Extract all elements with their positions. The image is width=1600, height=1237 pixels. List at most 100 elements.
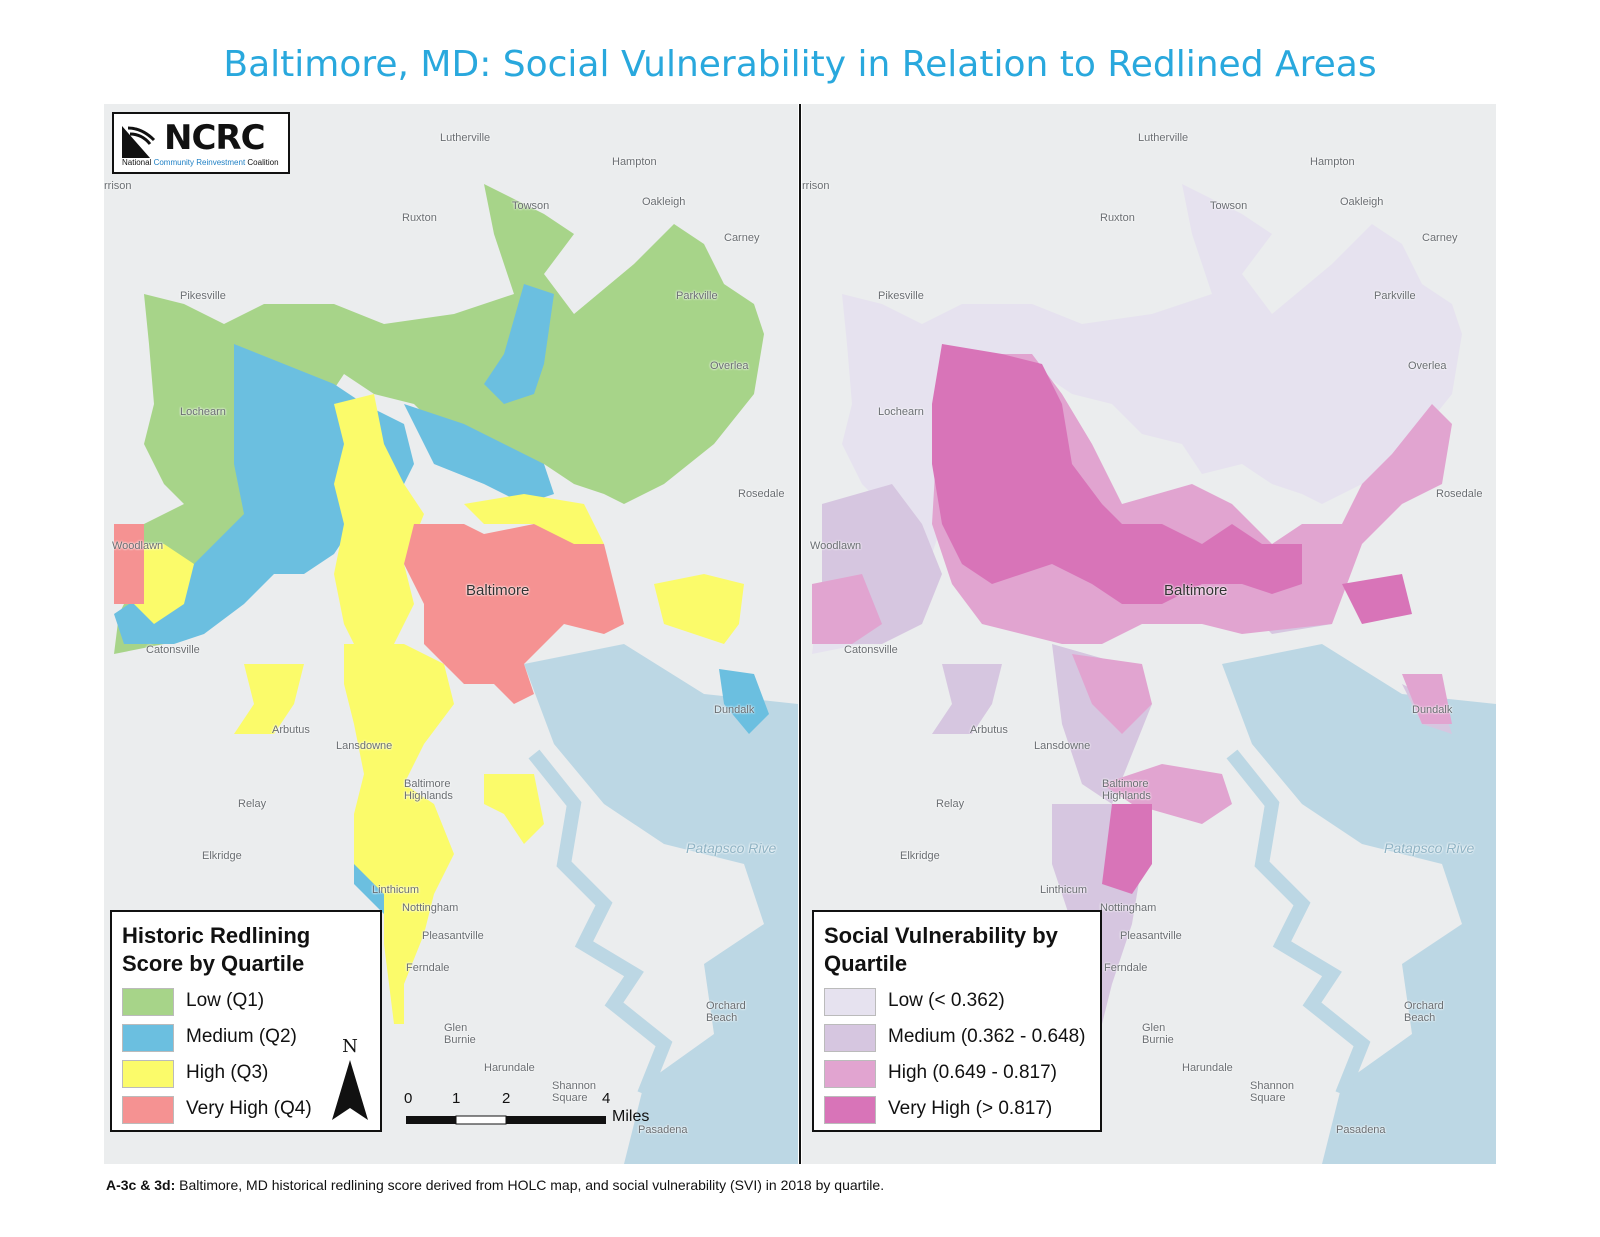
place-label: Shannon Square: [1250, 1080, 1295, 1104]
place-label: Pleasantville: [1120, 930, 1182, 942]
place-label: Baltimore Highlands: [404, 778, 453, 802]
place-label: Rosedale: [1436, 488, 1483, 500]
legend-swatch-medium: [824, 1024, 876, 1052]
caption-label: A-3c & 3d:: [106, 1177, 176, 1193]
figure-caption: A-3c & 3d: Baltimore, MD historical redl…: [106, 1177, 884, 1193]
region-high: [334, 394, 424, 664]
place-label: Dundalk: [1412, 704, 1453, 716]
scale-tick: 2: [502, 1090, 511, 1107]
legend-label: High (Q3): [186, 1062, 269, 1083]
scale-tick: 1: [452, 1090, 461, 1107]
place-label: Carney: [1422, 232, 1458, 244]
place-label: Patapsco Rive: [1384, 840, 1475, 856]
region-medium-5: [719, 669, 769, 734]
place-label: Harundale: [1182, 1062, 1233, 1074]
place-label: Oakleigh: [1340, 196, 1384, 208]
region-high-6: [654, 574, 744, 644]
place-label: Harundale: [484, 1062, 535, 1074]
place-label: Hampton: [612, 156, 657, 168]
logo-subtitle-pre: National: [122, 158, 154, 167]
place-label: Carney: [724, 232, 760, 244]
place-label: Towson: [1210, 200, 1248, 212]
region-high-2: [812, 574, 882, 644]
redlining-map[interactable]: NCRC National Community Reinvestment Coa…: [104, 104, 798, 1164]
place-label: Linthicum: [1040, 884, 1088, 896]
vulnerability-map-shapes: [812, 184, 1496, 1164]
place-label: Nottingham: [402, 902, 459, 914]
place-label: Parkville: [676, 290, 718, 302]
legend-title-line2: Score by Quartile: [122, 951, 305, 976]
region-high-7: [464, 494, 604, 544]
place-label: Towson: [512, 200, 550, 212]
map-divider: [799, 104, 801, 1164]
place-label: Lutherville: [1138, 132, 1189, 144]
place-label: Ferndale: [1104, 962, 1148, 974]
place-label: Pikesville: [180, 290, 226, 302]
north-arrow: N: [330, 1036, 370, 1126]
region-very-high-2: [114, 524, 144, 604]
place-label: Lochearn: [878, 406, 924, 418]
water-river: [528, 749, 673, 1097]
place-label: Baltimore: [466, 582, 530, 599]
legend-label: Very High (Q4): [186, 1098, 312, 1119]
place-label: Woodlawn: [810, 540, 862, 552]
legend-label: Low (Q1): [186, 990, 265, 1011]
vulnerability-legend: Social Vulnerability by Quartile Low (< 0…: [812, 910, 1102, 1132]
scale-tick: 0: [404, 1090, 413, 1107]
water-body: [1222, 644, 1496, 1164]
region-high-3: [1072, 654, 1152, 734]
legend-title: Historic Redlining Score by Quartile: [122, 922, 310, 978]
vulnerability-map[interactable]: Lutherville Hampton rrison Towson Ruxton…: [802, 104, 1496, 1164]
region-high-5: [1402, 674, 1452, 724]
place-label: Pikesville: [878, 290, 924, 302]
place-label: Baltimore Highlands: [1102, 778, 1151, 802]
redlining-map-shapes: [114, 184, 798, 1164]
region-medium-2: [484, 284, 554, 404]
place-label: Arbutus: [272, 724, 310, 736]
place-label: Lochearn: [180, 406, 226, 418]
place-label: Oakleigh: [642, 196, 686, 208]
place-label: Pasadena: [1336, 1124, 1386, 1136]
place-label: Ferndale: [406, 962, 450, 974]
legend-title-line2: Quartile: [824, 951, 908, 976]
scale-bar: 0 1 2 4 Miles: [404, 1090, 714, 1150]
caption-text: Baltimore, MD historical redlining score…: [175, 1177, 885, 1193]
place-label: Glen Burnie: [444, 1022, 476, 1046]
place-label: Linthicum: [372, 884, 420, 896]
place-label: Glen Burnie: [1142, 1022, 1174, 1046]
legend-title: Social Vulnerability by Quartile: [824, 922, 1058, 978]
region-high-5: [484, 774, 544, 844]
region-very-high: [404, 524, 624, 704]
legend-title-line1: Historic Redlining: [122, 923, 311, 948]
place-label: Woodlawn: [112, 540, 164, 552]
north-arrow-label: N: [342, 1036, 358, 1057]
ncrc-logo-text: NCRC: [164, 118, 266, 158]
place-label: Overlea: [1408, 360, 1447, 372]
place-label: Dundalk: [714, 704, 755, 716]
place-label: Ruxton: [1100, 212, 1135, 224]
place-label: Elkridge: [900, 850, 940, 862]
water-body: [524, 644, 798, 1164]
legend-swatch-low: [824, 988, 876, 1016]
legend-label: High (0.649 - 0.817): [888, 1062, 1057, 1083]
place-label: Arbutus: [970, 724, 1008, 736]
region-high-4: [234, 664, 304, 734]
place-label: Elkridge: [202, 850, 242, 862]
place-label: Catonsville: [844, 644, 898, 656]
legend-label: Medium (0.362 - 0.648): [888, 1026, 1086, 1047]
ncrc-logo: NCRC National Community Reinvestment Coa…: [112, 112, 290, 174]
legend-title-line1: Social Vulnerability by: [824, 923, 1058, 948]
legend-swatch-low: [122, 988, 174, 1016]
logo-subtitle-post: Coalition: [245, 158, 279, 167]
water-river: [1226, 749, 1371, 1097]
scale-tick: 4: [602, 1090, 611, 1107]
place-label: Pasadena: [638, 1124, 688, 1136]
region-medium-3: [404, 404, 554, 504]
place-label: rrison: [104, 180, 132, 192]
legend-swatch-very-high: [824, 1096, 876, 1124]
north-arrow-icon: [332, 1060, 368, 1120]
legend-swatch-medium: [122, 1024, 174, 1052]
place-label: Rosedale: [738, 488, 785, 500]
place-label: Orchard Beach: [706, 1000, 746, 1024]
logo-subtitle-highlight: Community Reinvestment: [153, 158, 246, 167]
